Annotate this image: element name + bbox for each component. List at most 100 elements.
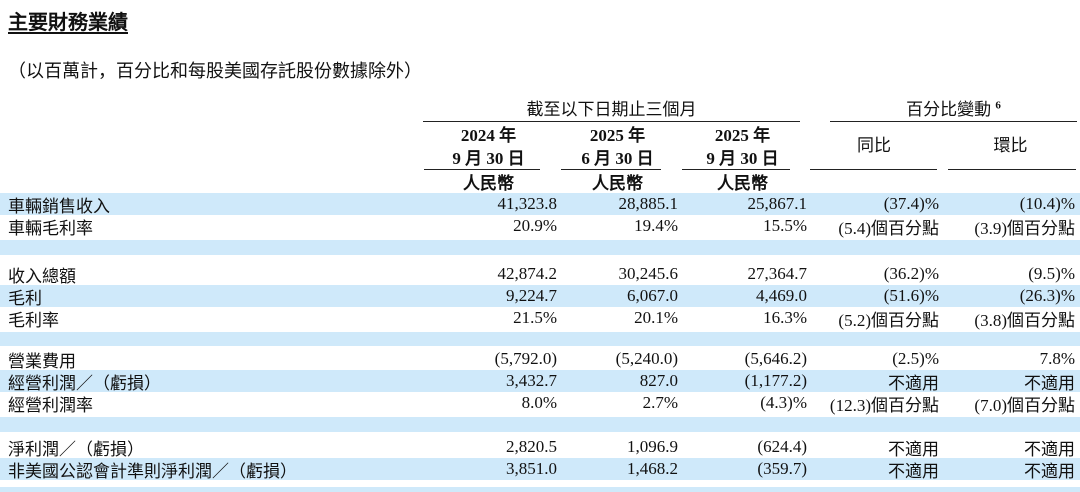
section-spacer xyxy=(0,329,1080,348)
value-yoy-change: (2.5)% xyxy=(892,349,939,368)
value-yoy-change: (12.3)個百分點 xyxy=(829,395,939,415)
value-2024-09-30: 41,323.8 xyxy=(497,194,558,213)
value-2024-09-30: 3,432.7 xyxy=(506,371,557,390)
currency-header-row: 人民幣 人民幣 人民幣 xyxy=(0,170,1080,193)
section-spacer xyxy=(0,237,1080,263)
value-qoq-change: (10.4)% xyxy=(1019,194,1075,213)
value-yoy-change: (37.4)% xyxy=(883,194,939,213)
row-vehicle-sales: 車輛銷售收入 41,323.8 28,885.1 25,867.1 (37.4)… xyxy=(0,193,1080,216)
value-yoy-change: 不適用 xyxy=(888,439,939,459)
currency-header: 人民幣 xyxy=(463,174,514,193)
column-header-row: 2024 年 9 月 30 日 2025 年 6 月 30 日 2025 年 9… xyxy=(0,122,1080,170)
col-header-yoy: 同比 xyxy=(807,122,941,170)
value-qoq-change: (7.0)個百分點 xyxy=(974,395,1075,415)
value-2025-06-30: 1,468.2 xyxy=(627,459,678,478)
row-label: 非美國公認會計準則淨利潤／（虧損） xyxy=(8,461,297,481)
value-2024-09-30: 2,820.5 xyxy=(506,437,557,456)
value-2024-09-30: 20.9% xyxy=(513,216,557,235)
row-label: 營業費用 xyxy=(8,351,76,371)
value-2025-09-30: 4,469.0 xyxy=(756,286,807,305)
financial-table: 截至以下日期止三個月 百分比變動 6 2024 年 9 月 30 日 2025 … xyxy=(0,96,1080,492)
group-header-row: 截至以下日期止三個月 百分比變動 6 xyxy=(0,96,1080,122)
page-subtitle: （以百萬計，百分比和每股美國存託股份數據除外） xyxy=(8,61,422,81)
currency-header: 人民幣 xyxy=(592,174,643,193)
value-yoy-change: (5.4)個百分點 xyxy=(838,218,939,238)
value-yoy-change: 不適用 xyxy=(888,373,939,393)
value-2025-06-30: (5,240.0) xyxy=(615,349,678,368)
footnote-superscript: 6 xyxy=(995,99,1001,112)
value-2025-09-30: (624.4) xyxy=(757,437,807,456)
value-2025-09-30: 15.5% xyxy=(763,216,807,235)
value-2025-09-30: (5,646.2) xyxy=(744,349,807,368)
value-2025-09-30: 25,867.1 xyxy=(747,194,808,213)
pct-change-group-header: 百分比變動 6 xyxy=(830,95,1077,122)
row-operating-expenses: 營業費用 (5,792.0) (5,240.0) (5,646.2) (2.5)… xyxy=(0,348,1080,371)
col-header-2025-09-30: 2025 年 9 月 30 日 xyxy=(678,122,807,170)
value-2025-09-30: (359.7) xyxy=(757,459,807,478)
value-2024-09-30: 21.5% xyxy=(513,308,557,327)
row-vehicle-margin: 車輛毛利率 20.9% 19.4% 15.5% (5.4)個百分點 (3.9)個… xyxy=(0,215,1080,238)
value-2024-09-30: 8.0% xyxy=(521,393,557,412)
value-qoq-change: 不適用 xyxy=(1024,373,1075,393)
row-label: 收入總額 xyxy=(8,266,76,286)
value-2025-06-30: 2.7% xyxy=(642,393,678,412)
value-qoq-change: (9.5)% xyxy=(1028,264,1075,283)
value-2025-09-30: 16.3% xyxy=(763,308,807,327)
row-net-income-loss: 淨利潤／（虧損） 2,820.5 1,096.9 (624.4) 不適用 不適用 xyxy=(0,436,1080,459)
col-header-year: 2024 年 xyxy=(460,126,517,145)
col-header-2024-09-30: 2024 年 9 月 30 日 xyxy=(420,122,557,170)
value-2025-09-30: (1,177.2) xyxy=(744,371,807,390)
bottom-stripe xyxy=(0,480,1080,492)
currency-header: 人民幣 xyxy=(717,174,768,193)
value-2024-09-30: 42,874.2 xyxy=(497,264,558,283)
col-header-year: 2025 年 xyxy=(714,126,771,145)
col-header-date: 9 月 30 日 xyxy=(452,149,525,168)
value-2025-06-30: 1,096.9 xyxy=(627,437,678,456)
value-yoy-change: 不適用 xyxy=(888,461,939,481)
value-2025-06-30: 6,067.0 xyxy=(627,286,678,305)
value-2025-06-30: 28,885.1 xyxy=(618,194,679,213)
row-label: 經營利潤率 xyxy=(8,395,93,415)
value-yoy-change: (51.6)% xyxy=(883,286,939,305)
value-qoq-change: 7.8% xyxy=(1039,349,1075,368)
value-2025-06-30: 827.0 xyxy=(639,371,678,390)
value-qoq-change: (3.8)個百分點 xyxy=(974,310,1075,330)
col-header-2025-06-30: 2025 年 6 月 30 日 xyxy=(557,122,678,170)
row-label: 車輛銷售收入 xyxy=(8,196,110,216)
value-yoy-change: (5.2)個百分點 xyxy=(838,310,939,330)
row-gross-profit: 毛利 9,224.7 6,067.0 4,469.0 (51.6)% (26.3… xyxy=(0,285,1080,308)
page-title: 主要財務業績 xyxy=(8,12,128,34)
row-label: 毛利率 xyxy=(8,310,59,330)
col-header-year: 2025 年 xyxy=(589,126,646,145)
value-2025-09-30: 27,364.7 xyxy=(747,264,808,283)
value-qoq-change: (3.9)個百分點 xyxy=(974,218,1075,238)
value-2025-06-30: 19.4% xyxy=(634,216,678,235)
row-income-loss-from-operations: 經營利潤／（虧損） 3,432.7 827.0 (1,177.2) 不適用 不適… xyxy=(0,370,1080,393)
value-2024-09-30: (5,792.0) xyxy=(494,349,557,368)
period-group-header: 截至以下日期止三個月 xyxy=(423,95,800,122)
col-header-date: 9 月 30 日 xyxy=(706,149,779,168)
row-label: 淨利潤／（虧損） xyxy=(8,439,144,459)
value-2025-09-30: (4.3)% xyxy=(760,393,807,412)
row-total-revenues: 收入總額 42,874.2 30,245.6 27,364.7 (36.2)% … xyxy=(0,263,1080,286)
value-2025-06-30: 30,245.6 xyxy=(618,264,679,283)
pct-change-group-label: 百分比變動 xyxy=(906,100,992,119)
value-2025-06-30: 20.1% xyxy=(634,308,678,327)
row-gross-margin: 毛利率 21.5% 20.1% 16.3% (5.2)個百分點 (3.8)個百分… xyxy=(0,307,1080,330)
value-qoq-change: 不適用 xyxy=(1024,461,1075,481)
value-qoq-change: (26.3)% xyxy=(1019,286,1075,305)
col-header-qoq: 環比 xyxy=(941,122,1080,170)
col-header-date: 6 月 30 日 xyxy=(581,149,654,168)
row-operating-margin: 經營利潤率 8.0% 2.7% (4.3)% (12.3)個百分點 (7.0)個… xyxy=(0,392,1080,415)
value-2024-09-30: 9,224.7 xyxy=(506,286,557,305)
row-label: 車輛毛利率 xyxy=(8,218,93,238)
value-qoq-change: 不適用 xyxy=(1024,439,1075,459)
row-non-gaap-net-income-loss: 非美國公認會計準則淨利潤／（虧損） 3,851.0 1,468.2 (359.7… xyxy=(0,458,1080,481)
label-column-header xyxy=(0,122,420,170)
section-spacer xyxy=(0,414,1080,436)
value-2024-09-30: 3,851.0 xyxy=(506,459,557,478)
row-label: 經營利潤／（虧損） xyxy=(8,373,161,393)
value-yoy-change: (36.2)% xyxy=(883,264,939,283)
row-label: 毛利 xyxy=(8,288,42,308)
